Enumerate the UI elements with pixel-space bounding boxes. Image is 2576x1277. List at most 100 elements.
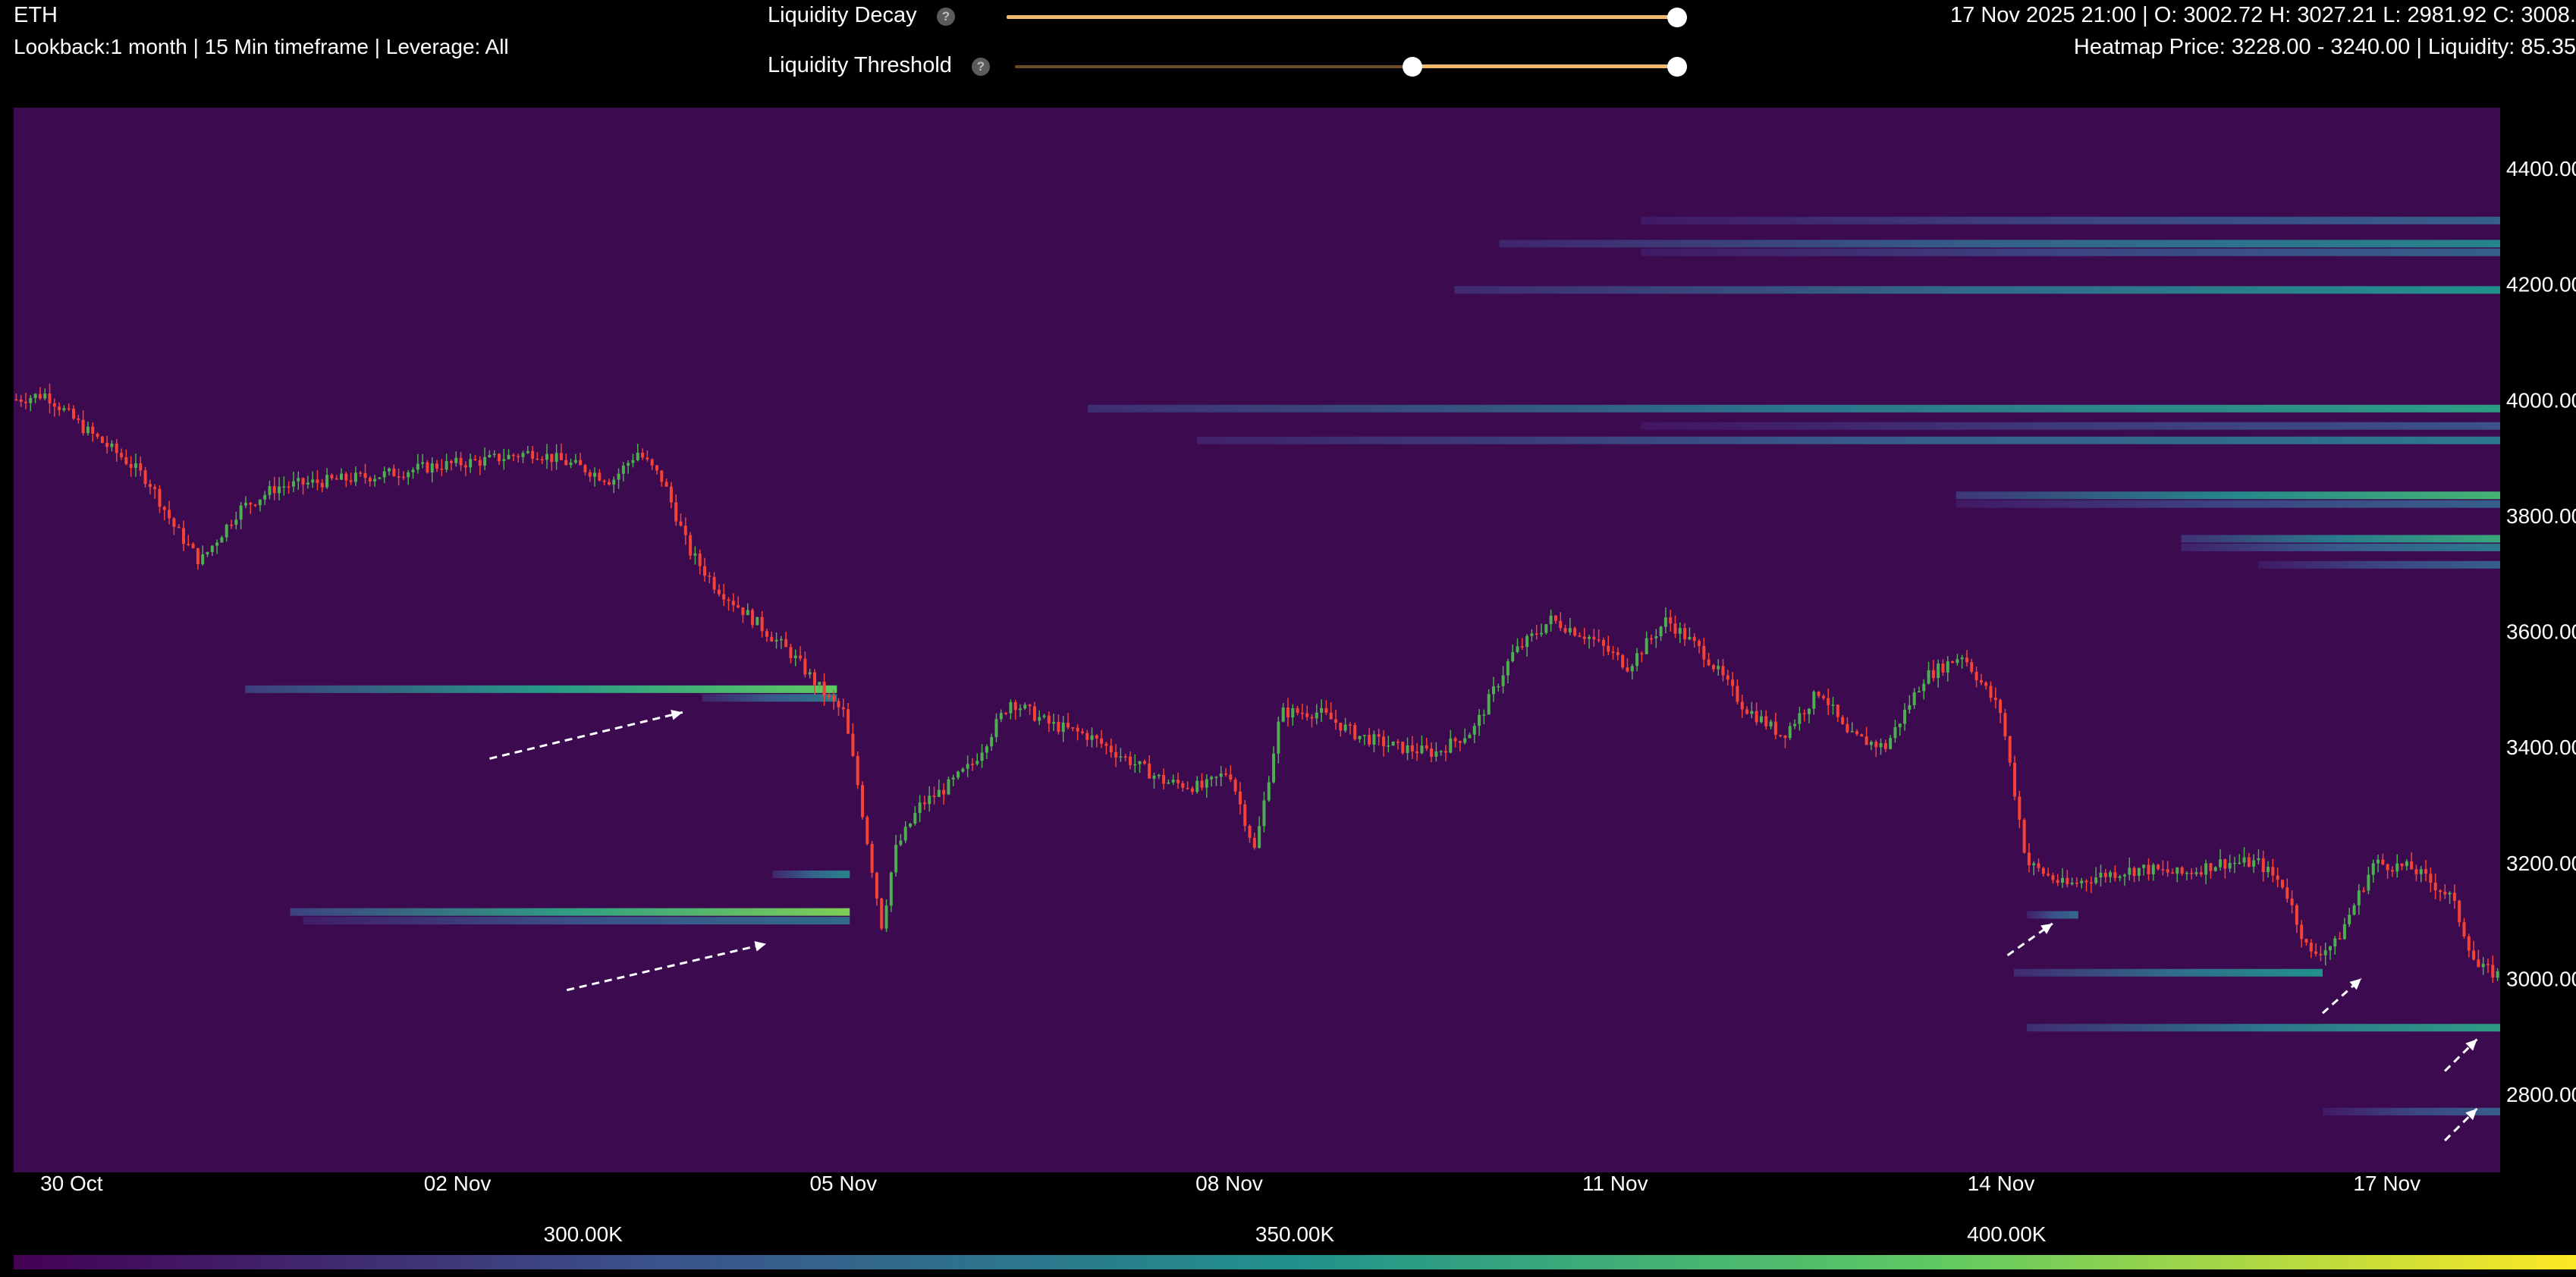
candle-body (1420, 745, 1424, 754)
liquidity-band (1088, 404, 2500, 413)
candle-body (2132, 868, 2136, 877)
candle-body (473, 459, 477, 460)
candle-body (727, 599, 730, 601)
candle-body (1960, 657, 1964, 660)
candle-body (1855, 731, 1859, 735)
liquidity-band (2322, 1107, 2500, 1115)
candle-body (1592, 636, 1596, 640)
candle-body (100, 436, 104, 444)
liquidity-threshold-min-thumb[interactable] (1402, 57, 1422, 77)
candle-body (951, 777, 955, 780)
candle-body (1406, 745, 1409, 754)
liquidity-threshold-track[interactable] (1015, 65, 1677, 68)
candle-body (1917, 691, 1921, 693)
candle-body (344, 473, 348, 481)
candle-body (2094, 877, 2098, 883)
candle-body (1511, 651, 1515, 662)
y-tick-label: 4200.00 (2506, 273, 2576, 297)
liquidity-decay-thumb[interactable] (1667, 8, 1687, 27)
candle-body (2242, 857, 2246, 863)
candle-body (2075, 882, 2078, 884)
candle-body (2204, 863, 2208, 875)
candle-body (751, 610, 755, 626)
candle-body (1377, 734, 1381, 737)
candle-body (1549, 615, 1553, 625)
candle-body (1621, 654, 1625, 668)
y-tick-label: 2800.00 (2506, 1083, 2576, 1106)
candle-body (2381, 859, 2385, 864)
candle-body (2022, 820, 2026, 853)
candle-body (492, 453, 496, 455)
candle-body (1563, 628, 1567, 632)
candle-body (1061, 722, 1065, 733)
candle-body (469, 459, 473, 468)
candle-body (756, 617, 759, 626)
candle-body (1673, 623, 1677, 634)
candle-body (488, 454, 492, 457)
candle-body (19, 399, 23, 402)
colorbar (14, 1255, 2576, 1269)
candle-body (1128, 756, 1132, 765)
candle-body (1773, 721, 1777, 736)
liquidity-band (2181, 543, 2500, 551)
candle-body (1707, 659, 1711, 666)
candle-body (1731, 679, 1735, 686)
candle-body (1783, 735, 1787, 739)
candle-body (181, 528, 185, 544)
candle-body (1759, 716, 1763, 723)
candle-body (258, 499, 262, 506)
candle-body (1028, 704, 1032, 707)
candle-body (1540, 632, 1544, 635)
annotation-arrow (489, 711, 683, 760)
candle-body (1171, 780, 1175, 783)
candle-body (1114, 751, 1118, 758)
candle-body (2209, 863, 2213, 871)
candle-body (2357, 890, 2361, 905)
candle-body (2329, 946, 2333, 951)
candle-body (1009, 701, 1013, 714)
liquidity-band (2258, 560, 2500, 569)
candle-body (1989, 686, 1993, 698)
candle-body (985, 746, 988, 753)
candle-body (1382, 736, 1386, 747)
candle-body (1229, 774, 1233, 780)
y-tick-label: 3600.00 (2506, 620, 2576, 644)
candle-body (1262, 800, 1266, 827)
candle-body (875, 872, 878, 899)
candle-body (2051, 875, 2055, 880)
candle-body (263, 494, 267, 500)
candle-body (636, 453, 639, 460)
candle-body (1750, 711, 1754, 714)
candle-body (961, 768, 965, 772)
candle-body (2018, 796, 2022, 820)
candle-body (2481, 964, 2485, 968)
liquidity-band (303, 917, 850, 925)
candle-body (2247, 857, 2251, 867)
candle-body (440, 469, 444, 470)
candle-body (1425, 745, 1428, 749)
candle-body (1764, 716, 1768, 726)
annotation-arrow (2444, 1038, 2478, 1072)
candle-body (210, 545, 214, 553)
y-tick-label: 4400.00 (2506, 157, 2576, 180)
candle-body (1669, 617, 1673, 624)
candle-body (2386, 864, 2389, 871)
annotation-arrowhead (2465, 1109, 2477, 1121)
candle-body (2452, 893, 2456, 901)
candle-body (1970, 662, 1974, 672)
candle-body (2338, 938, 2342, 940)
liquidity-band (1641, 422, 2500, 430)
candle-body (698, 553, 702, 566)
candle-body (627, 463, 630, 466)
candle-body (401, 476, 405, 478)
liquidity-band (2181, 535, 2500, 543)
candle-body (1951, 661, 1955, 664)
candle-body (1478, 714, 1481, 726)
liquidity-threshold-max-thumb[interactable] (1667, 57, 1687, 77)
liquidity-decay-help-icon[interactable]: ? (937, 8, 955, 26)
candle-body (1869, 742, 1873, 745)
candle-body (120, 453, 124, 457)
liquidity-threshold-help-icon[interactable]: ? (972, 58, 990, 76)
candle-body (2213, 867, 2217, 871)
